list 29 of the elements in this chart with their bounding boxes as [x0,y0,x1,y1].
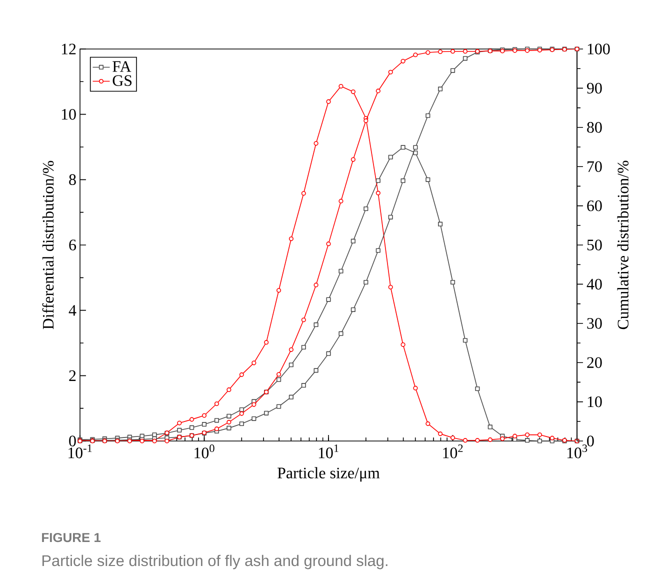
y-tick-label: 6 [69,240,76,250]
y-tick-label: 12 [62,44,76,54]
y2-tick-label: 50 [587,240,602,250]
y2-tick-label: 10 [588,396,602,408]
x-tick-label: 10$^{1}$ [318,444,338,458]
x-tick-label: 10$^{0}$ [194,444,214,458]
x-axis-title: Particle size/μm [278,467,380,482]
y2-axis-title: Cumulative distribution/% [617,160,629,330]
y-tick-label: 8 [69,174,76,186]
y2-tick-label: 80 [587,122,602,133]
x-tick-label: 10$^{2}$ [443,444,463,458]
y-tick-label: 10 [62,108,76,120]
y2-tick-label: 0 [587,436,594,446]
text: Particle size distribution of fly ash and ground slag. [42,554,388,570]
y2-tick-label: 30 [587,318,602,329]
y-tick-label: 2 [69,370,76,381]
legend-label: FA [112,61,132,72]
y2-tick-label: 20 [587,357,602,368]
caption: FIGURE 1 [42,532,101,542]
y2-tick-label: 40 [586,278,602,290]
y2-tick-label: 100 [588,44,610,54]
y2-tick-label: 70 [588,161,602,172]
legend-label: GS [112,75,132,86]
x-tick-label: 10$^{3}$ [567,444,588,458]
y-tick-label: 4 [68,305,76,316]
y-tick-label: 0 [69,436,76,446]
y-axis-title: Differential distribution/% [42,160,54,330]
y2-tick-label: 90 [587,82,602,94]
y2-tick-label: 60 [587,200,602,212]
